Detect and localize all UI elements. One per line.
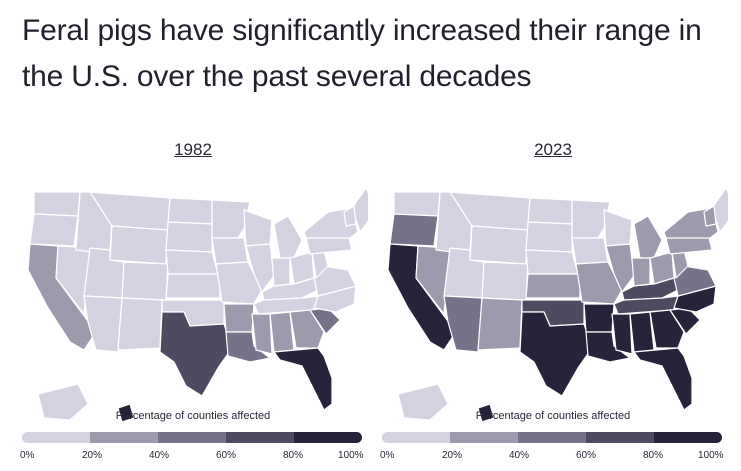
state-nh <box>703 205 717 227</box>
state-mi <box>633 215 663 259</box>
state-co <box>121 261 169 301</box>
legend-title: Percentage of counties affected <box>115 410 271 422</box>
state-wa <box>393 191 441 217</box>
state-ms <box>251 313 273 355</box>
state-la <box>225 331 271 363</box>
map-panel-2023: 2023 Percentage of counties affected 0% … <box>378 140 728 470</box>
state-mo <box>575 261 623 305</box>
state-sd <box>525 221 573 253</box>
legend-swatch-3 <box>226 432 294 443</box>
map-year-label: 2023 <box>534 140 572 159</box>
legend-tick-20: 20% <box>442 450 463 461</box>
us-map-2023 <box>387 187 728 422</box>
state-nd <box>527 197 573 225</box>
state-or <box>389 213 439 247</box>
legend-swatch-4 <box>294 432 362 443</box>
legend-swatch-1 <box>450 432 518 443</box>
legend-swatch-1 <box>90 432 158 443</box>
state-il <box>245 243 275 293</box>
state-az <box>443 295 483 353</box>
us-map-1982 <box>27 187 368 422</box>
legend-ticks: 0% 20% 40% 60% 80% 100% <box>18 450 368 464</box>
legend-swatch-2 <box>158 432 226 443</box>
state-nc <box>673 285 717 313</box>
state-wi <box>243 209 273 247</box>
state-mn <box>211 199 251 239</box>
legend-ticks: 0% 20% 40% 60% 80% 100% <box>378 450 728 464</box>
state-ia <box>571 237 609 265</box>
state-nh <box>343 205 357 227</box>
legend-title: Percentage of counties affected <box>475 410 631 422</box>
state-wy <box>109 225 169 265</box>
legend-tick-100: 100% <box>698 450 724 461</box>
state-mi <box>273 215 303 259</box>
legend-tick-0: 0% <box>380 450 395 461</box>
state-ne-states <box>711 187 728 233</box>
legend-swatch-0 <box>22 432 90 443</box>
legend-swatch-3 <box>586 432 654 443</box>
map-year-label: 1982 <box>174 140 212 159</box>
state-tx <box>519 311 593 397</box>
legend-tick-40: 40% <box>149 450 170 461</box>
state-ms <box>611 313 633 355</box>
state-hi <box>477 403 495 422</box>
legend-tick-40: 40% <box>509 450 530 461</box>
state-ks <box>165 273 221 299</box>
legend-tick-80: 80% <box>643 450 664 461</box>
legend-swatch-4 <box>654 432 722 443</box>
state-ar <box>583 303 615 333</box>
legend-tick-100: 100% <box>338 450 364 461</box>
state-or <box>29 213 79 247</box>
state-mo <box>215 261 263 305</box>
state-ar <box>223 303 255 333</box>
state-nd <box>167 197 213 225</box>
map-panel-1982: 1982 Percentage of counties affected 0% … <box>18 140 368 470</box>
legend-tick-20: 20% <box>82 450 103 461</box>
state-la <box>585 331 631 363</box>
state-az <box>83 295 123 353</box>
state-in <box>631 257 651 287</box>
state-wy <box>469 225 529 265</box>
state-ia <box>211 237 249 265</box>
state-wi <box>603 209 633 247</box>
state-nm <box>117 297 163 351</box>
state-ks <box>525 273 581 299</box>
state-ne <box>525 249 579 275</box>
legend-tick-60: 60% <box>576 450 597 461</box>
state-wa <box>33 191 81 217</box>
state-fl <box>633 347 693 411</box>
state-nm <box>477 297 523 351</box>
state-fl <box>273 347 333 411</box>
state-hi <box>117 403 135 422</box>
state-in <box>271 257 291 287</box>
legend-color-scale <box>382 432 722 443</box>
legend-swatch-2 <box>518 432 586 443</box>
state-mn <box>571 199 611 239</box>
state-co <box>481 261 529 301</box>
state-ga <box>649 309 685 349</box>
chart-title: Feral pigs have significantly increased … <box>22 14 702 93</box>
state-ga <box>289 309 325 349</box>
state-ak <box>37 383 89 421</box>
state-sd <box>165 221 213 253</box>
state-il <box>605 243 635 293</box>
legend-tick-0: 0% <box>20 450 35 461</box>
state-ak <box>397 383 449 421</box>
state-tx <box>159 311 233 397</box>
state-ne <box>165 249 219 275</box>
legend-color-scale <box>22 432 362 443</box>
state-ne-states <box>351 187 368 233</box>
legend-tick-80: 80% <box>283 450 304 461</box>
state-nc <box>313 285 357 313</box>
legend-tick-60: 60% <box>216 450 237 461</box>
legend-swatch-0 <box>382 432 450 443</box>
